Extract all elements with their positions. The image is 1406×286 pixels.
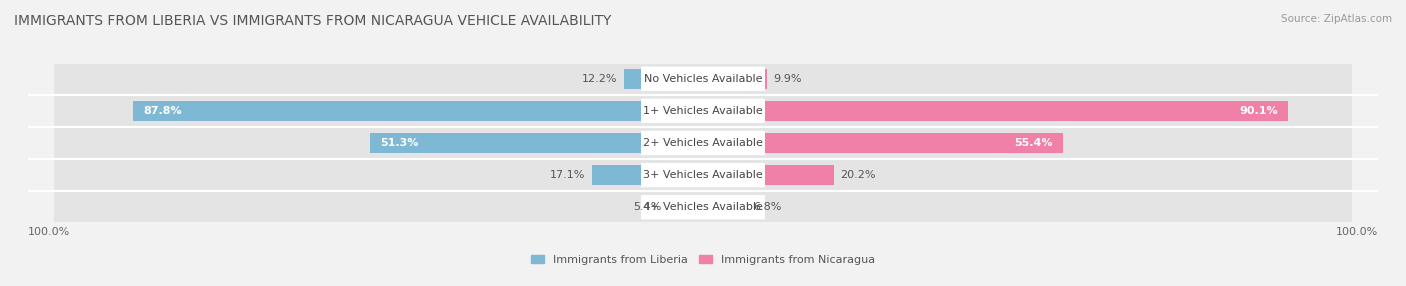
FancyBboxPatch shape (641, 67, 765, 91)
Bar (53, 64, 703, 94)
Text: 3+ Vehicles Available: 3+ Vehicles Available (643, 170, 763, 180)
Legend: Immigrants from Liberia, Immigrants from Nicaragua: Immigrants from Liberia, Immigrants from… (526, 250, 880, 269)
Text: 2+ Vehicles Available: 2+ Vehicles Available (643, 138, 763, 148)
FancyBboxPatch shape (641, 163, 765, 187)
Bar (703, 160, 1353, 190)
Text: No Vehicles Available: No Vehicles Available (644, 74, 762, 84)
Text: 100.0%: 100.0% (28, 227, 70, 237)
FancyBboxPatch shape (641, 99, 765, 123)
Text: 100.0%: 100.0% (1336, 227, 1378, 237)
Text: 1+ Vehicles Available: 1+ Vehicles Available (643, 106, 763, 116)
Text: 6.8%: 6.8% (754, 202, 782, 212)
FancyBboxPatch shape (641, 131, 765, 155)
Text: 12.2%: 12.2% (582, 74, 617, 84)
Bar (134, 101, 703, 121)
Text: Source: ZipAtlas.com: Source: ZipAtlas.com (1281, 14, 1392, 24)
Bar (53, 96, 703, 126)
Text: 51.3%: 51.3% (380, 138, 418, 148)
Bar (53, 192, 703, 222)
Bar (370, 133, 703, 153)
FancyBboxPatch shape (641, 195, 765, 219)
Bar (703, 197, 747, 217)
Bar (703, 101, 1288, 121)
Text: 17.1%: 17.1% (550, 170, 585, 180)
Text: IMMIGRANTS FROM LIBERIA VS IMMIGRANTS FROM NICARAGUA VEHICLE AVAILABILITY: IMMIGRANTS FROM LIBERIA VS IMMIGRANTS FR… (14, 14, 612, 28)
Bar (668, 197, 703, 217)
Bar (703, 165, 834, 185)
Bar (703, 69, 768, 89)
Text: 5.4%: 5.4% (633, 202, 661, 212)
Bar (703, 133, 1063, 153)
Bar (703, 192, 1353, 222)
Text: 55.4%: 55.4% (1014, 138, 1053, 148)
Bar (624, 69, 703, 89)
Text: 9.9%: 9.9% (773, 74, 803, 84)
Bar (53, 160, 703, 190)
Bar (703, 128, 1353, 158)
Text: 87.8%: 87.8% (143, 106, 181, 116)
Bar (592, 165, 703, 185)
Bar (53, 128, 703, 158)
Text: 4+ Vehicles Available: 4+ Vehicles Available (643, 202, 763, 212)
Bar (703, 96, 1353, 126)
Bar (703, 64, 1353, 94)
Text: 20.2%: 20.2% (841, 170, 876, 180)
Text: 90.1%: 90.1% (1239, 106, 1278, 116)
